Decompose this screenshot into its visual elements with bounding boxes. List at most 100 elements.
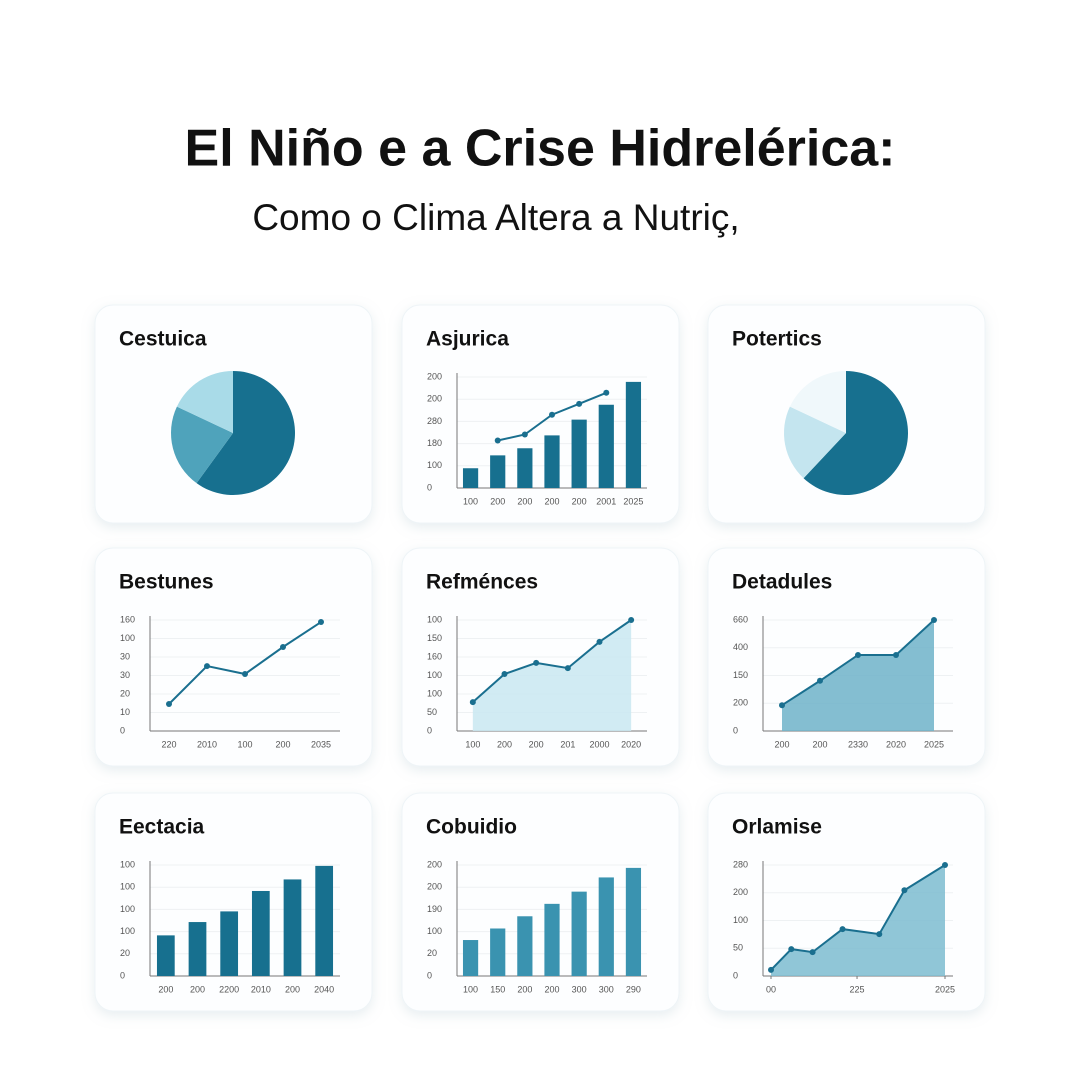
point bbox=[855, 651, 861, 658]
bar bbox=[315, 865, 334, 976]
y-tick-label: 200 bbox=[733, 887, 748, 897]
point bbox=[166, 700, 172, 707]
x-tick-label: 200 bbox=[544, 984, 559, 994]
bar bbox=[490, 928, 506, 976]
x-tick-label: 2020 bbox=[621, 739, 641, 749]
y-tick-label: 100 bbox=[427, 688, 442, 698]
y-tick-label: 100 bbox=[120, 633, 135, 643]
pie-slice bbox=[176, 371, 233, 433]
y-tick-label: 0 bbox=[120, 725, 125, 735]
y-tick-label: 20 bbox=[120, 948, 130, 958]
x-tick-label: 200 bbox=[275, 739, 290, 749]
card-title: Cestuica bbox=[119, 328, 207, 351]
y-tick-label: 200 bbox=[427, 371, 442, 381]
card-title: Bestunes bbox=[119, 571, 214, 594]
point bbox=[204, 663, 210, 670]
y-tick-label: 0 bbox=[733, 970, 738, 980]
y-tick-label: 100 bbox=[427, 926, 442, 936]
point bbox=[521, 431, 528, 438]
x-tick-label: 2010 bbox=[197, 739, 217, 749]
x-tick-label: 2020 bbox=[886, 739, 906, 749]
x-tick-label: 200 bbox=[517, 984, 532, 994]
point bbox=[779, 702, 785, 709]
y-tick-label: 400 bbox=[733, 642, 748, 652]
y-tick-label: 200 bbox=[427, 394, 442, 404]
pie-slice bbox=[171, 406, 233, 484]
x-tick-label: 2330 bbox=[848, 739, 868, 749]
x-tick-label: 200 bbox=[497, 739, 512, 749]
point bbox=[839, 926, 846, 933]
point bbox=[809, 949, 816, 956]
pie-slice bbox=[789, 371, 846, 433]
point bbox=[603, 389, 610, 396]
point bbox=[893, 651, 899, 658]
card-title: Orlamise bbox=[732, 816, 822, 839]
point bbox=[931, 617, 937, 623]
point bbox=[901, 887, 908, 894]
bar bbox=[571, 419, 587, 488]
x-tick-label: 150 bbox=[490, 984, 505, 994]
x-tick-label: 300 bbox=[599, 984, 614, 994]
point bbox=[242, 671, 248, 678]
bar bbox=[251, 890, 270, 976]
bar bbox=[283, 879, 302, 976]
x-tick-label: 220 bbox=[161, 739, 176, 749]
point bbox=[549, 411, 555, 418]
x-tick-label: 225 bbox=[850, 984, 865, 994]
bar bbox=[517, 916, 533, 976]
x-tick-label: 200 bbox=[517, 496, 532, 506]
point bbox=[942, 862, 948, 868]
y-tick-label: 150 bbox=[733, 670, 748, 680]
area bbox=[782, 620, 934, 731]
y-tick-label: 100 bbox=[733, 915, 748, 925]
y-tick-label: 190 bbox=[427, 904, 442, 914]
x-tick-label: 200 bbox=[285, 984, 300, 994]
pie-slice bbox=[803, 371, 908, 496]
bar bbox=[625, 867, 642, 976]
x-tick-label: 2025 bbox=[623, 496, 643, 506]
bar bbox=[220, 911, 239, 976]
y-tick-label: 160 bbox=[427, 651, 442, 661]
y-tick-label: 30 bbox=[120, 651, 130, 661]
bar bbox=[188, 922, 207, 976]
point bbox=[576, 400, 583, 407]
y-tick-label: 200 bbox=[427, 859, 442, 869]
point bbox=[768, 966, 774, 973]
bar bbox=[598, 877, 614, 976]
x-tick-label: 200 bbox=[190, 984, 205, 994]
area bbox=[472, 620, 632, 731]
y-tick-label: 50 bbox=[733, 943, 743, 953]
x-tick-label: 00 bbox=[766, 984, 776, 994]
point bbox=[628, 617, 635, 623]
line bbox=[472, 619, 632, 703]
y-tick-label: 0 bbox=[733, 725, 738, 735]
point bbox=[318, 619, 324, 626]
title: El Niño e a Crise Hidrelérica: bbox=[185, 120, 896, 178]
y-tick-label: 200 bbox=[427, 882, 442, 892]
y-tick-label: 200 bbox=[733, 698, 748, 708]
bar bbox=[544, 435, 560, 488]
x-tick-label: 200 bbox=[490, 496, 505, 506]
x-tick-label: 100 bbox=[463, 496, 478, 506]
y-tick-label: 280 bbox=[733, 859, 748, 869]
point bbox=[533, 659, 540, 666]
x-tick-label: 2025 bbox=[924, 739, 944, 749]
x-tick-label: 2025 bbox=[935, 984, 955, 994]
y-tick-label: 0 bbox=[120, 970, 125, 980]
x-tick-label: 100 bbox=[463, 984, 478, 994]
y-tick-label: 100 bbox=[427, 460, 442, 470]
bar bbox=[517, 448, 533, 488]
card-title: Detadules bbox=[732, 571, 832, 594]
y-tick-label: 50 bbox=[427, 707, 437, 717]
y-tick-label: 180 bbox=[427, 438, 442, 448]
y-tick-label: 10 bbox=[120, 707, 130, 717]
pie-slice bbox=[784, 406, 846, 479]
x-tick-label: 200 bbox=[158, 984, 173, 994]
x-tick-label: 2000 bbox=[589, 739, 609, 749]
x-tick-label: 300 bbox=[572, 984, 587, 994]
x-tick-label: 2200 bbox=[219, 984, 239, 994]
bar bbox=[462, 940, 479, 976]
point bbox=[564, 665, 571, 672]
